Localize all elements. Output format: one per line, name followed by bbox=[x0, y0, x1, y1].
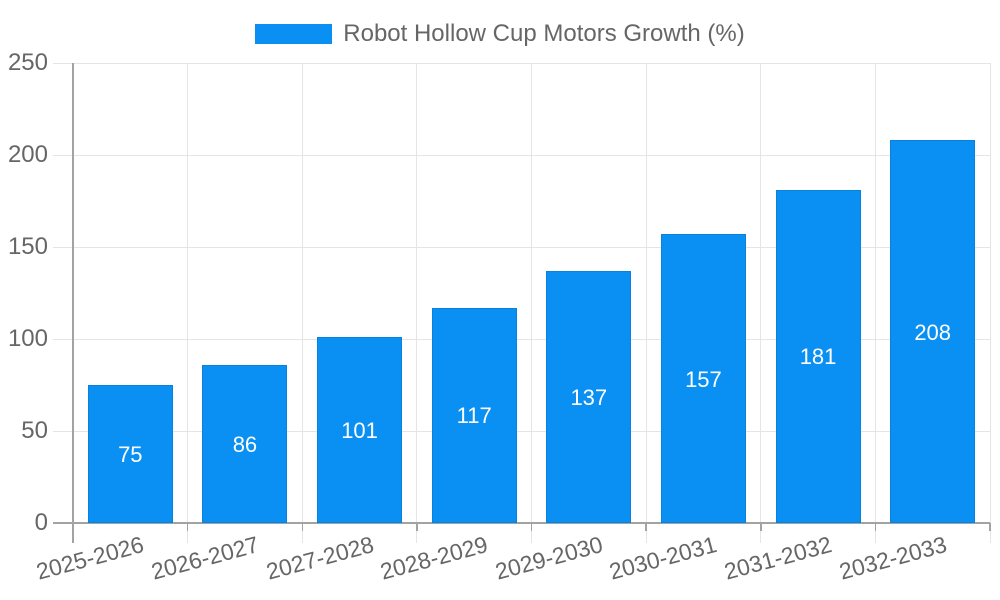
x-gridline bbox=[874, 63, 876, 543]
x-axis-tick bbox=[760, 523, 762, 531]
y-gridline bbox=[53, 338, 990, 340]
x-axis-tick bbox=[301, 523, 303, 531]
bar-value-label: 117 bbox=[456, 403, 492, 429]
x-axis-label: 2032-2033 bbox=[836, 531, 950, 585]
x-axis-label: 2030-2031 bbox=[606, 531, 720, 585]
y-axis-label: 50 bbox=[21, 417, 48, 444]
x-axis-tick bbox=[645, 523, 647, 531]
bar[interactable]: 101 bbox=[317, 337, 403, 523]
bar[interactable]: 75 bbox=[87, 385, 173, 523]
x-axis-label: 2031-2032 bbox=[721, 531, 835, 585]
bar[interactable]: 208 bbox=[890, 140, 976, 523]
legend[interactable]: Robot Hollow Cup Motors Growth (%) bbox=[0, 20, 1000, 48]
y-axis-line bbox=[72, 63, 74, 543]
bar-value-label: 75 bbox=[118, 442, 143, 467]
bar-value-label: 157 bbox=[685, 366, 722, 392]
x-gridline bbox=[531, 63, 532, 543]
bar[interactable]: 181 bbox=[775, 189, 861, 523]
bar-value-label: 86 bbox=[232, 431, 258, 457]
x-axis-label: 2025-2026 bbox=[33, 531, 147, 585]
y-axis-label: 150 bbox=[7, 233, 48, 260]
x-gridline bbox=[416, 63, 418, 543]
x-gridline bbox=[989, 63, 991, 543]
x-gridline bbox=[760, 63, 762, 543]
y-gridline bbox=[53, 246, 990, 248]
y-axis-label: 100 bbox=[7, 325, 48, 352]
bar-value-label: 181 bbox=[799, 344, 837, 370]
x-axis-label: 2028-2029 bbox=[377, 531, 491, 585]
x-axis-label: 2027-2028 bbox=[263, 531, 377, 585]
bar-value-label: 101 bbox=[341, 418, 378, 444]
x-axis-tick bbox=[530, 523, 533, 531]
bar[interactable]: 157 bbox=[660, 234, 746, 523]
y-gridline bbox=[53, 430, 990, 432]
legend-label: Robot Hollow Cup Motors Growth (%) bbox=[343, 20, 745, 47]
y-axis-label: 250 bbox=[7, 49, 48, 76]
y-axis-label: 0 bbox=[34, 509, 48, 536]
x-axis-line bbox=[53, 522, 990, 524]
legend-swatch-icon bbox=[255, 24, 333, 44]
bar[interactable]: 86 bbox=[202, 364, 288, 523]
x-axis-label: 2026-2027 bbox=[148, 531, 262, 585]
bar-value-label: 208 bbox=[914, 319, 952, 345]
y-gridline bbox=[53, 62, 990, 64]
x-gridline bbox=[187, 63, 189, 543]
x-gridline bbox=[645, 63, 647, 543]
x-axis-tick bbox=[186, 523, 189, 531]
bar-value-label: 137 bbox=[570, 384, 608, 410]
bar[interactable]: 137 bbox=[546, 270, 632, 523]
x-axis-tick bbox=[874, 523, 877, 531]
x-axis-label: 2029-2030 bbox=[492, 531, 606, 585]
x-axis-tick bbox=[416, 523, 418, 531]
x-gridline bbox=[301, 63, 303, 543]
y-axis-label: 200 bbox=[7, 141, 48, 168]
bar[interactable]: 117 bbox=[431, 307, 517, 523]
x-axis-tick bbox=[989, 523, 991, 531]
y-gridline bbox=[53, 154, 990, 156]
